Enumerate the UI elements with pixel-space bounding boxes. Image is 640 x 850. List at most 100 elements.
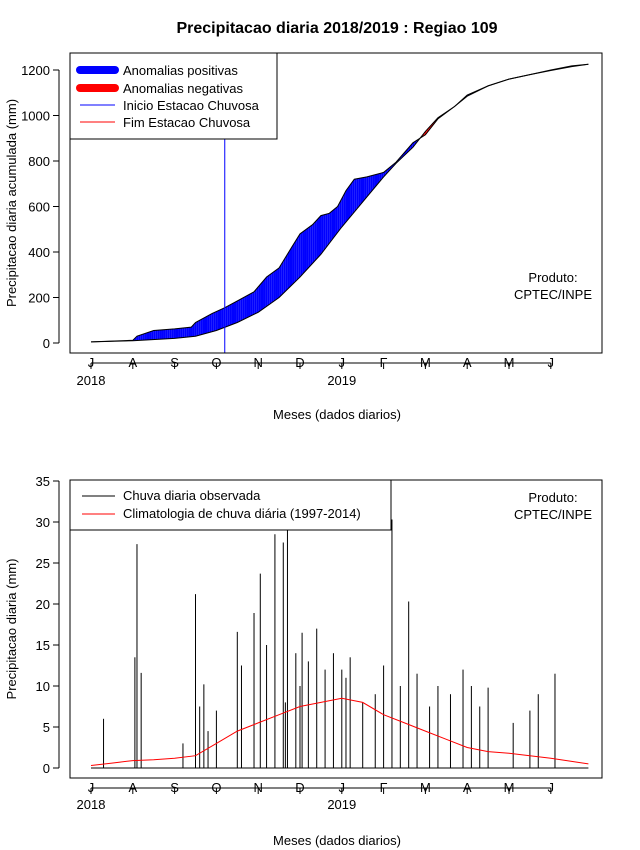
x-tick-label: D <box>295 780 304 795</box>
daily-x-axis: J A S O N D J F M A M J 2018 2019 <box>77 780 555 812</box>
positive-anomaly-segment <box>339 198 342 230</box>
positive-anomaly-segment <box>368 175 371 195</box>
positive-anomaly-segment <box>171 328 174 339</box>
legend-label-climatology: Climatologia de chuva diária (1997-2014) <box>123 506 361 521</box>
positive-anomaly-segment <box>327 213 330 246</box>
positive-anomaly-segment <box>329 211 332 244</box>
x-tick-label: F <box>380 355 388 370</box>
y-tick-label: 0 <box>43 761 50 776</box>
cumulative-plot-frame <box>69 52 603 354</box>
positive-anomaly-segment <box>366 176 369 198</box>
x-tick-label: M <box>504 780 515 795</box>
positive-anomaly-segment <box>302 230 305 275</box>
y-tick-label: 25 <box>36 556 50 571</box>
daily-legend: Chuva diaria observada Climatologia de c… <box>69 479 392 531</box>
daily-credit-line1: Produto: <box>528 490 577 505</box>
positive-anomaly-segment <box>358 178 361 208</box>
y-tick-label: 20 <box>36 597 50 612</box>
positive-anomaly-segment <box>155 330 158 340</box>
positive-anomaly-segment <box>194 321 197 337</box>
y-tick-label: 600 <box>28 200 50 215</box>
y-tick-label: 1200 <box>21 63 50 78</box>
y-tick-label: 1000 <box>21 109 50 124</box>
x-year-label: 2019 <box>327 373 356 388</box>
positive-anomaly-segment <box>271 272 274 304</box>
positive-anomaly-segment <box>406 148 409 154</box>
cumulative-x-axis: J A S O N D J F M A M J 2018 2019 <box>77 355 555 388</box>
positive-anomaly-segment <box>321 214 324 255</box>
positive-anomaly-segment <box>136 335 139 341</box>
positive-anomaly-segment <box>144 332 147 341</box>
x-tick-label: M <box>420 355 431 370</box>
positive-anomaly-segment <box>225 306 228 327</box>
climatology-daily-line <box>90 697 589 766</box>
positive-anomaly-segment <box>178 328 181 339</box>
positive-anomaly-segment <box>182 327 185 338</box>
positive-anomaly-segment <box>350 182 353 218</box>
positive-anomaly-segment <box>254 288 257 314</box>
cumulative-credit-line1: Produto: <box>528 270 577 285</box>
positive-anomaly-segment <box>142 333 145 341</box>
positive-anomaly-segment <box>149 331 152 340</box>
positive-anomaly-segment <box>300 232 303 277</box>
y-tick-label: 35 <box>36 474 50 489</box>
cumulative-legend: Anomalias positivas Anomalias negativas … <box>69 52 278 140</box>
positive-anomaly-segment <box>221 308 224 329</box>
y-tick-label: 10 <box>36 679 50 694</box>
positive-anomaly-segment <box>287 250 290 289</box>
positive-anomaly-segment <box>298 233 301 279</box>
positive-anomaly-segment <box>163 329 166 340</box>
legend-label-negative: Anomalias negativas <box>123 81 243 96</box>
positive-anomaly-segment <box>277 267 280 299</box>
cumulative-chart: 0 200 400 600 800 1000 1200 J A S O N D J F M A M J 2018 20… <box>4 52 603 422</box>
y-tick-label: 30 <box>36 515 50 530</box>
positive-anomaly-segment <box>196 320 199 336</box>
positive-anomaly-segment <box>204 316 208 334</box>
positive-anomaly-segment <box>186 327 189 338</box>
positive-anomaly-segment <box>312 222 315 264</box>
positive-anomaly-segment <box>343 190 346 225</box>
positive-anomaly-segment <box>252 290 255 316</box>
positive-anomaly-segment <box>250 292 253 317</box>
positive-anomaly-segment <box>281 260 284 295</box>
y-tick-label: 800 <box>28 154 50 169</box>
positive-anomaly-segment <box>335 206 338 236</box>
positive-anomaly-segment <box>294 240 297 283</box>
positive-anomaly-segment <box>333 208 336 238</box>
positive-anomaly-segment <box>381 172 384 180</box>
x-tick-label: D <box>295 355 304 370</box>
positive-anomaly-segment <box>256 286 259 313</box>
daily-marks <box>90 519 589 769</box>
positive-anomaly-segment <box>364 176 367 200</box>
positive-anomaly-segment <box>246 294 249 319</box>
cumulative-y-axis: 0 200 400 600 800 1000 1200 <box>21 63 60 351</box>
x-tick-label: J <box>88 355 95 370</box>
positive-anomaly-segment <box>296 236 299 281</box>
x-tick-label: J <box>88 780 95 795</box>
positive-anomaly-segment <box>354 178 357 213</box>
positive-anomaly-segment <box>318 215 322 257</box>
positive-anomaly-segment <box>153 330 156 340</box>
positive-anomaly-segment <box>273 270 276 302</box>
positive-anomaly-segment <box>227 304 230 327</box>
positive-anomaly-segment <box>165 329 168 339</box>
positive-anomaly-segment <box>157 330 160 340</box>
legend-label-observed: Chuva diaria observada <box>123 488 261 503</box>
positive-anomaly-segment <box>348 185 351 220</box>
daily-y-label: Precipitacao diaria (mm) <box>4 559 19 700</box>
positive-anomaly-segment <box>219 309 222 330</box>
y-tick-label: 5 <box>43 720 50 735</box>
x-year-label: 2019 <box>327 797 356 812</box>
x-tick-label: A <box>128 780 137 795</box>
positive-anomaly-segment <box>289 246 293 287</box>
positive-anomaly-segment <box>263 278 266 309</box>
positive-anomaly-segment <box>362 177 365 203</box>
positive-anomaly-segment <box>337 202 340 233</box>
y-tick-label: 0 <box>43 336 50 351</box>
daily-credit-line2: CPTEC/INPE <box>514 507 592 522</box>
positive-anomaly-segment <box>244 295 247 320</box>
x-tick-label: A <box>463 355 472 370</box>
positive-anomaly-segment <box>248 293 251 318</box>
y-tick-label: 400 <box>28 245 50 260</box>
positive-anomaly-segment <box>242 297 245 321</box>
